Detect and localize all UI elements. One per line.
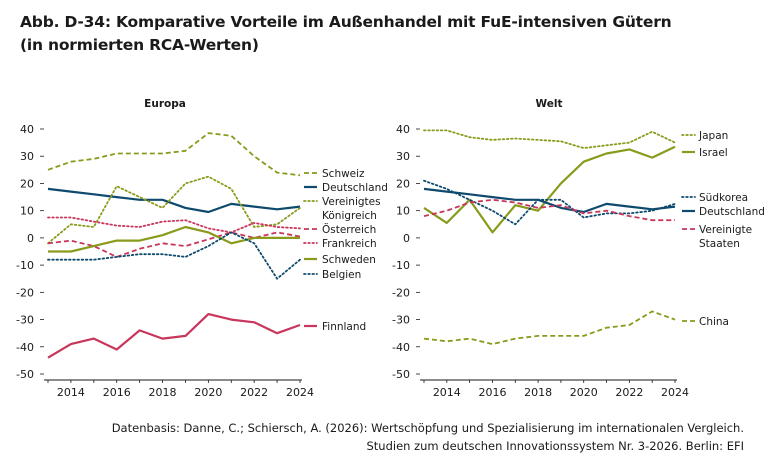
series-line-vereinigte-staaten — [423, 198, 675, 222]
legend-label: Frankreich — [322, 238, 377, 250]
series-line-österreich — [47, 231, 301, 258]
x-tick-label: 2018 — [524, 386, 552, 399]
y-tick-label: -30 — [16, 314, 34, 327]
y-tick-label: -30 — [392, 314, 410, 327]
y-tick-label: 20 — [20, 177, 34, 190]
series-line-israel — [423, 145, 676, 234]
series-line-vereinigtes-königreich — [47, 175, 301, 245]
y-tick-label: -10 — [16, 259, 34, 272]
y-tick-label: -40 — [16, 341, 34, 354]
series-line-belgien — [47, 231, 301, 280]
chart-panel-europa: Europa 40 30 20 10 0 -10 -20 -30 -40 -50 2014 2016 20… — [16, 98, 388, 399]
series-line-schweiz — [47, 132, 301, 177]
legend-label: Österreich — [322, 223, 376, 236]
figure-title-line2: (in normierten RCA-Werten) — [20, 36, 259, 54]
legend-label: Vereinigte Staaten — [699, 224, 752, 250]
panel-title: Welt — [536, 98, 563, 110]
y-tick-label: 30 — [396, 150, 410, 163]
x-tick-label: 2024 — [661, 386, 689, 399]
legend-label: Japan — [698, 130, 728, 142]
chart-panel-welt: Welt 40 30 20 10 0 -10 -20 -30 -40 -50 2014 2016 2018… — [392, 98, 765, 399]
legend-label: Südkorea — [699, 192, 748, 204]
y-tick-label: -40 — [392, 341, 410, 354]
legend-label: Vereinigtes Königreich — [322, 196, 381, 222]
series-line-japan — [423, 129, 676, 150]
x-tick-label: 2020 — [570, 386, 598, 399]
y-tick-label: 0 — [27, 232, 34, 245]
y-tick-label: -20 — [392, 286, 410, 299]
legend-label: Israel — [699, 147, 728, 159]
legend-label: Schweiz — [322, 168, 365, 180]
y-tick-label: 30 — [20, 150, 34, 163]
legend-label: Finnland — [322, 321, 366, 333]
x-tick-label: 2016 — [478, 386, 506, 399]
x-tick-label: 2022 — [240, 386, 268, 399]
series-line-schweden — [48, 225, 300, 253]
y-tick-label: -50 — [16, 368, 34, 381]
panel-title: Europa — [144, 98, 186, 110]
legend-label: Deutschland — [699, 206, 765, 218]
series-line-china — [423, 310, 676, 346]
legend-label: Schweden — [322, 254, 376, 266]
y-tick-label: -20 — [16, 286, 34, 299]
y-tick-label: 10 — [396, 205, 410, 218]
legend-label: Belgien — [322, 269, 361, 281]
x-tick-label: 2020 — [194, 386, 222, 399]
source-line1: Datenbasis: Danne, C.; Schiersch, A. (20… — [111, 421, 744, 435]
figure-title-line1: Abb. D-34: Komparative Vorteile im Außen… — [20, 13, 672, 31]
x-tick-label: 2022 — [615, 386, 643, 399]
series-line-finnland — [47, 313, 301, 359]
source-line2: Studien zum deutschen Innovationssystem … — [366, 439, 744, 453]
y-tick-label: -10 — [392, 259, 410, 272]
y-tick-label: 20 — [396, 177, 410, 190]
legend-label: Deutschland — [322, 182, 388, 194]
y-tick-label: 10 — [20, 205, 34, 218]
y-tick-label: 0 — [403, 232, 410, 245]
x-tick-label: 2018 — [149, 386, 177, 399]
series-line-südkorea — [423, 179, 676, 226]
y-tick-label: 40 — [20, 123, 34, 136]
series-line-deutschland — [47, 187, 301, 214]
x-tick-label: 2024 — [286, 386, 314, 399]
y-tick-label: -50 — [392, 368, 410, 381]
legend-label: China — [699, 316, 729, 328]
series-line-frankreich — [47, 216, 301, 234]
y-tick-label: 40 — [396, 123, 410, 136]
source-note: Datenbasis: Danne, C.; Schiersch, A. (20… — [112, 419, 744, 455]
figure-title: Abb. D-34: Komparative Vorteile im Außen… — [20, 11, 672, 57]
x-tick-label: 2014 — [433, 386, 461, 399]
series-line-deutschland — [423, 187, 676, 214]
x-tick-label: 2014 — [57, 386, 85, 399]
x-tick-label: 2016 — [103, 386, 131, 399]
